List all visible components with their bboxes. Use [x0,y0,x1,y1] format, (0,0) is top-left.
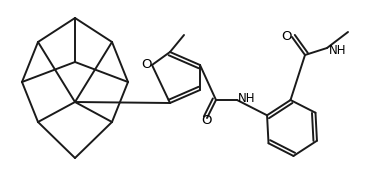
Text: NH: NH [238,92,256,106]
Text: O: O [201,113,211,126]
Text: O: O [141,59,151,72]
Text: O: O [281,31,291,44]
Text: NH: NH [329,44,347,57]
